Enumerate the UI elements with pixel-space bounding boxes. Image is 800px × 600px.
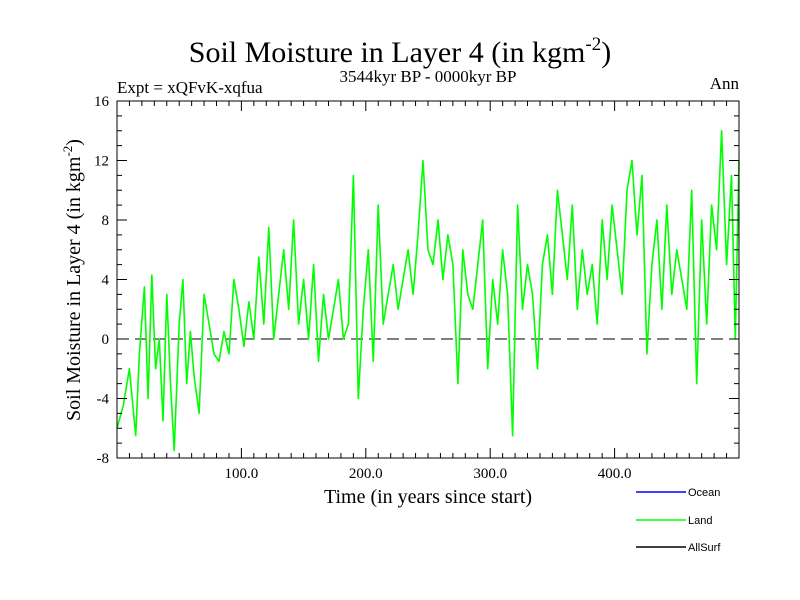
y-axis: -8 -4 0 4 8 12 16 bbox=[94, 94, 739, 467]
legend: Ocean Land AllSurf bbox=[636, 487, 721, 554]
y-tick-label: 4 bbox=[102, 273, 110, 289]
y-axis-label: Soil Moisture in Layer 4 (in kgm-2) bbox=[60, 139, 85, 421]
legend-label-allsurf: AllSurf bbox=[688, 542, 721, 554]
x-tick-label: 400.0 bbox=[598, 466, 632, 482]
x-tick-label: 200.0 bbox=[349, 466, 383, 482]
chart-title: Soil Moisture in Layer 4 (in kgm-2) bbox=[189, 34, 611, 69]
x-axis: 100.0 200.0 300.0 400.0 bbox=[128, 101, 728, 482]
plot-frame bbox=[116, 100, 740, 459]
y-tick-label: 0 bbox=[102, 332, 110, 348]
y-tick-label: 12 bbox=[94, 154, 109, 170]
experiment-label: Expt = xQFvK-xqfua bbox=[117, 78, 263, 97]
legend-label-land: Land bbox=[688, 515, 712, 527]
legend-label-ocean: Ocean bbox=[688, 487, 720, 499]
y-tick-label: -8 bbox=[97, 451, 110, 467]
series-group bbox=[116, 130, 740, 452]
x-tick-label: 300.0 bbox=[473, 466, 507, 482]
y-tick-label: 8 bbox=[102, 213, 110, 229]
time-range-label: 3544kyr BP - 0000kyr BP bbox=[340, 67, 517, 86]
season-label: Ann bbox=[710, 74, 740, 93]
y-tick-label: 16 bbox=[94, 94, 110, 110]
x-axis-label: Time (in years since start) bbox=[324, 486, 532, 508]
series-line-land bbox=[116, 130, 740, 452]
y-tick-label: -4 bbox=[97, 392, 110, 408]
x-tick-label: 100.0 bbox=[225, 466, 259, 482]
